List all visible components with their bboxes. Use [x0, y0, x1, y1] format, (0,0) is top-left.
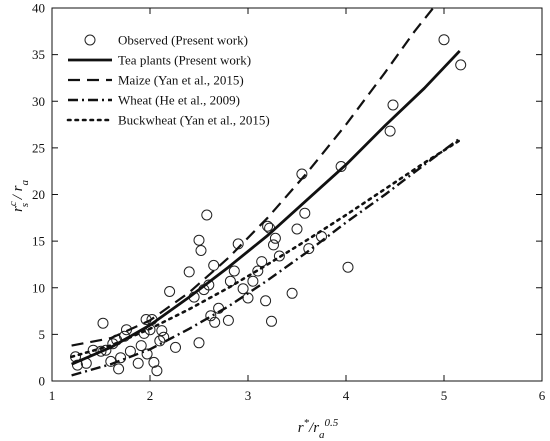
- observed-point: [252, 265, 264, 277]
- observed-point: [156, 325, 168, 337]
- y-tick-label: 10: [32, 280, 45, 295]
- chart-axes: 1 2 3 4 5 6 0 5 10 15 20 25 30 35 40: [32, 1, 546, 404]
- legend-label: Wheat (He et al., 2009): [118, 93, 240, 108]
- observed-point: [224, 275, 236, 287]
- x-tick-label: 3: [245, 388, 252, 403]
- chart-marks: [70, 8, 467, 377]
- y-tick-label: 35: [32, 47, 45, 62]
- observed-point: [455, 59, 467, 71]
- observed-point: [342, 261, 354, 273]
- observed-point: [228, 265, 240, 277]
- y-tick-label: 0: [39, 374, 46, 389]
- observed-point: [262, 220, 274, 232]
- observed-point: [266, 315, 277, 327]
- observed-point: [201, 209, 213, 221]
- observed-point: [237, 283, 249, 295]
- observed-point: [222, 314, 234, 326]
- series-line-solid: [71, 49, 461, 366]
- observed-point: [195, 245, 207, 256]
- y-axis-title: rcs / ra: [7, 179, 31, 212]
- y-tick-label: 20: [32, 187, 45, 202]
- observed-point: [247, 275, 259, 287]
- observed-point: [205, 310, 217, 322]
- observed-point: [141, 348, 153, 360]
- observed-point: [299, 207, 311, 219]
- observed-point: [151, 365, 163, 377]
- observed-point: [95, 345, 107, 357]
- y-tick-label: 25: [32, 140, 45, 155]
- observed-point: [269, 232, 281, 244]
- x-tick-label: 5: [441, 388, 448, 403]
- observed-point: [193, 234, 205, 246]
- y-tick-label: 5: [39, 327, 46, 342]
- observed-point: [135, 340, 147, 352]
- observed-point: [154, 335, 166, 347]
- observed-point: [438, 34, 450, 46]
- legend-label: Maize (Yan et al., 2015): [118, 73, 244, 88]
- observed-point: [286, 287, 298, 299]
- observed-point: [164, 286, 176, 297]
- x-tick-label: 1: [49, 388, 56, 403]
- x-tick-label: 6: [539, 388, 546, 403]
- legend-label: Tea plants (Present work): [118, 53, 251, 68]
- observed-point: [335, 161, 347, 172]
- observed-point: [384, 125, 396, 137]
- observed-point: [97, 317, 109, 329]
- series-line-dash-dot: [71, 137, 461, 377]
- legend-item: Tea plants (Present work): [68, 53, 251, 68]
- series-line-dash: [71, 8, 435, 347]
- observed-point: [273, 250, 285, 262]
- y-tick-label: 15: [32, 234, 45, 249]
- observed-point: [256, 256, 268, 268]
- y-tick-label: 40: [32, 1, 45, 16]
- observed-point: [193, 337, 205, 349]
- series-line-dot: [70, 139, 461, 359]
- observed-point: [183, 266, 195, 278]
- legend: Observed (Present work) Tea plants (Prese…: [66, 33, 270, 128]
- y-tick-label: 30: [32, 94, 45, 109]
- legend-item: Maize (Yan et al., 2015): [68, 73, 244, 88]
- observed-point: [132, 357, 144, 369]
- observed-point: [148, 356, 160, 368]
- x-axis-title: r*/ra0.5: [298, 417, 339, 441]
- observed-point: [115, 352, 127, 364]
- x-tick-label: 4: [343, 388, 350, 403]
- observed-point: [209, 316, 221, 328]
- observed-point: [387, 99, 399, 111]
- observed-point: [303, 243, 315, 255]
- x-tick-label: 2: [147, 388, 154, 403]
- observed-point: [113, 363, 125, 375]
- legend-item: Observed (Present work): [84, 33, 248, 48]
- legend-label: Buckwheat (Yan et al., 2015): [118, 113, 270, 128]
- legend-item: Wheat (He et al., 2009): [68, 93, 240, 108]
- observed-point: [208, 259, 220, 271]
- legend-marker: [84, 34, 96, 46]
- observed-point: [268, 239, 279, 251]
- observed-point: [291, 223, 303, 235]
- observed-point: [260, 295, 272, 307]
- observed-point: [158, 331, 170, 343]
- legend-item: Buckwheat (Yan et al., 2015): [66, 113, 270, 128]
- legend-label: Observed (Present work): [118, 33, 248, 48]
- observed-point: [170, 341, 181, 353]
